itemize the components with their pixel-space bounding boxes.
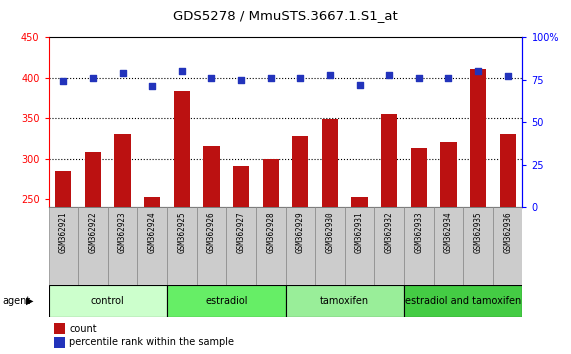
Text: GSM362924: GSM362924 <box>148 211 156 253</box>
Text: control: control <box>91 296 124 306</box>
Bar <box>292 136 308 207</box>
Point <box>177 68 186 74</box>
Bar <box>108 207 138 285</box>
Text: estradiol: estradiol <box>205 296 247 306</box>
Point <box>207 75 216 81</box>
Bar <box>263 159 279 207</box>
Bar <box>404 285 522 317</box>
Text: GSM362921: GSM362921 <box>59 211 68 253</box>
Bar <box>78 207 108 285</box>
Bar <box>500 134 516 207</box>
Bar <box>144 196 160 207</box>
Bar <box>167 285 286 317</box>
Text: ▶: ▶ <box>26 296 34 306</box>
Bar <box>174 91 190 207</box>
Bar <box>440 142 457 207</box>
Bar <box>167 207 196 285</box>
Text: percentile rank within the sample: percentile rank within the sample <box>69 337 234 347</box>
Point <box>59 79 68 84</box>
Bar <box>411 148 427 207</box>
Bar <box>404 207 433 285</box>
Bar <box>233 166 249 207</box>
Point <box>118 70 127 76</box>
Text: GSM362925: GSM362925 <box>178 211 186 253</box>
Text: GSM362922: GSM362922 <box>89 211 98 253</box>
Bar <box>463 207 493 285</box>
Bar <box>49 285 167 317</box>
Point <box>385 72 394 78</box>
Bar <box>85 152 101 207</box>
Bar <box>196 207 226 285</box>
Text: GSM362933: GSM362933 <box>415 211 423 253</box>
Bar <box>286 285 404 317</box>
Bar <box>226 207 256 285</box>
Point <box>325 72 335 78</box>
Bar <box>55 171 71 207</box>
Bar <box>138 207 167 285</box>
Point <box>296 75 305 81</box>
Text: GSM362928: GSM362928 <box>266 211 275 253</box>
Bar <box>345 207 375 285</box>
Text: GSM362932: GSM362932 <box>385 211 393 253</box>
Text: GSM362936: GSM362936 <box>503 211 512 253</box>
Bar <box>375 207 404 285</box>
Bar <box>286 207 315 285</box>
Bar <box>351 196 368 207</box>
Text: GSM362929: GSM362929 <box>296 211 305 253</box>
Point <box>266 75 275 81</box>
Point <box>148 84 157 89</box>
Text: GSM362927: GSM362927 <box>236 211 246 253</box>
Text: GSM362926: GSM362926 <box>207 211 216 253</box>
Bar <box>203 147 220 207</box>
Point <box>89 75 98 81</box>
Point <box>414 75 423 81</box>
Text: estradiol and tamoxifen: estradiol and tamoxifen <box>405 296 521 306</box>
Text: GSM362935: GSM362935 <box>473 211 482 253</box>
Text: tamoxifen: tamoxifen <box>320 296 369 306</box>
Point <box>236 77 246 82</box>
Bar <box>256 207 286 285</box>
Text: GSM362930: GSM362930 <box>325 211 335 253</box>
Point <box>473 68 482 74</box>
Bar <box>322 119 338 207</box>
Point <box>355 82 364 87</box>
Bar <box>49 207 78 285</box>
Text: GSM362923: GSM362923 <box>118 211 127 253</box>
Bar <box>114 134 131 207</box>
Bar <box>381 114 397 207</box>
Text: GSM362931: GSM362931 <box>355 211 364 253</box>
Text: GDS5278 / MmuSTS.3667.1.S1_at: GDS5278 / MmuSTS.3667.1.S1_at <box>173 9 398 22</box>
Bar <box>315 207 345 285</box>
Text: agent: agent <box>3 296 31 306</box>
Bar <box>433 207 463 285</box>
Text: count: count <box>69 324 96 333</box>
Bar <box>470 69 486 207</box>
Bar <box>493 207 522 285</box>
Point <box>444 75 453 81</box>
Point <box>503 73 512 79</box>
Text: GSM362934: GSM362934 <box>444 211 453 253</box>
